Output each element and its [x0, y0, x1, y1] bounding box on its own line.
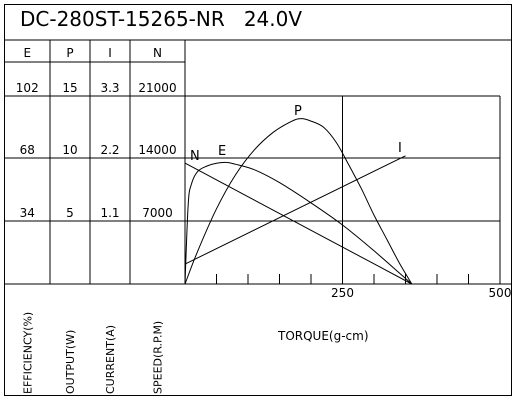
y-tick-label: 5 — [66, 206, 74, 220]
y-tick-label: 15 — [62, 81, 77, 95]
x-tick-label: 500 — [489, 286, 512, 300]
axis-label-i: CURRENT(A) — [104, 325, 117, 394]
performance-curves — [184, 118, 413, 285]
y-tick-label: 3.3 — [100, 81, 119, 95]
axis-label-n: SPEED(R.P.M) — [152, 321, 165, 394]
y-tick-label: 10 — [62, 143, 77, 157]
y-tick-label: 7000 — [142, 206, 173, 220]
y-tick-label: 102 — [16, 81, 39, 95]
x-axis-tick-labels: 250 500 — [331, 286, 511, 300]
y-tick-label: 21000 — [138, 81, 176, 95]
axis-header-e: E — [23, 46, 31, 60]
axis-label-e: EFFICIENCY(%) — [21, 312, 34, 394]
axis-label-p: OUTPUT(W) — [64, 330, 77, 394]
series-e-curve — [184, 161, 413, 285]
y-tick-label: 2.2 — [100, 143, 119, 157]
y-tick-label: 34 — [20, 206, 35, 220]
x-tick-label: 250 — [331, 286, 354, 300]
y-axis-labels: EFFICIENCY(%) OUTPUT(W) CURRENT(A) SPEED(R.… — [21, 312, 164, 394]
axis-header-p: P — [66, 46, 73, 60]
y-axis-tick-labels: 102 68 34 15 10 5 3.3 2.2 1.1 21000 14000 7000 — [16, 81, 177, 220]
series-n-curve — [184, 162, 413, 285]
x-axis-label: TORQUE(g-cm) — [277, 329, 369, 343]
series-label-e: E — [218, 144, 226, 159]
chart-title: DC-280ST-15265-NR 24.0V — [20, 7, 302, 31]
axis-header-n: N — [153, 46, 162, 60]
chart-grid — [4, 39, 512, 285]
y-tick-label: 68 — [20, 143, 35, 157]
curve-labels: N I P E — [190, 104, 402, 164]
y-tick-label: 1.1 — [100, 206, 119, 220]
series-i-curve — [184, 155, 406, 265]
y-tick-label: 14000 — [138, 143, 176, 157]
series-label-p: P — [294, 104, 302, 119]
axis-header-i: I — [108, 46, 112, 60]
series-label-n: N — [190, 149, 200, 164]
chart-frame — [4, 4, 512, 396]
series-label-i: I — [398, 141, 402, 156]
series-p-curve — [184, 118, 413, 285]
